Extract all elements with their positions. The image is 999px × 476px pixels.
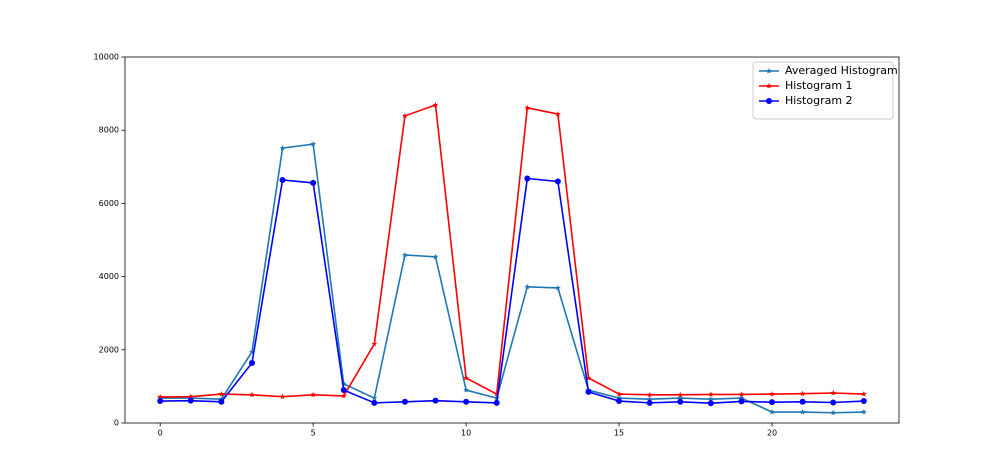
- marker: [738, 391, 745, 397]
- x-tick-label: 15: [614, 429, 624, 438]
- marker: [248, 359, 255, 366]
- marker: [402, 252, 408, 258]
- x-tick-label: 0: [158, 429, 163, 438]
- marker: [799, 409, 806, 415]
- marker: [799, 398, 806, 405]
- marker: [249, 391, 255, 398]
- y-tick-label: 8000: [99, 126, 119, 135]
- marker: [616, 391, 622, 397]
- marker: [646, 391, 653, 398]
- marker: [187, 393, 194, 400]
- marker: [310, 179, 317, 186]
- marker: [279, 176, 286, 183]
- marker: [708, 396, 714, 402]
- marker: [401, 398, 408, 405]
- marker: [646, 399, 653, 406]
- marker: [432, 253, 439, 260]
- y-tick-label: 2000: [99, 345, 119, 354]
- marker: [463, 387, 469, 393]
- marker: [677, 391, 684, 398]
- marker: [432, 101, 439, 108]
- marker: [310, 141, 316, 147]
- y-tick-label: 0: [114, 419, 119, 428]
- marker: [860, 409, 867, 415]
- legend-label: Averaged Histogram: [785, 64, 898, 77]
- marker: [616, 398, 623, 405]
- marker: [157, 394, 164, 400]
- marker: [371, 395, 378, 401]
- marker: [799, 390, 806, 397]
- marker: [340, 392, 347, 399]
- x-tick-label: 10: [461, 429, 471, 438]
- marker: [677, 398, 684, 405]
- y-tick-label: 6000: [99, 199, 119, 208]
- marker: [371, 399, 378, 406]
- series: [157, 175, 867, 407]
- legend: Averaged Histogram Histogram 1 Histogram 2: [752, 61, 898, 120]
- marker: [402, 112, 408, 119]
- legend-label: Histogram 2: [785, 94, 853, 107]
- marker: [555, 284, 561, 291]
- marker: [218, 391, 225, 397]
- marker: [463, 374, 469, 381]
- marker: [493, 399, 500, 406]
- marker: [279, 145, 286, 151]
- marker: [279, 393, 286, 400]
- marker: [769, 391, 775, 397]
- marker: [860, 398, 867, 405]
- x-tick-label: 20: [767, 429, 777, 438]
- marker: [524, 175, 531, 182]
- marker: [585, 388, 592, 395]
- legend-marker: [766, 68, 772, 74]
- y-tick-label: 4000: [99, 272, 119, 281]
- marker: [310, 391, 316, 398]
- marker: [187, 397, 194, 404]
- marker: [738, 398, 745, 405]
- marker: [463, 398, 470, 405]
- marker: [830, 409, 837, 416]
- marker: [218, 398, 225, 405]
- marker: [157, 398, 164, 405]
- legend-box: [752, 61, 894, 120]
- marker: [371, 340, 378, 347]
- marker: [707, 400, 714, 407]
- marker: [524, 283, 531, 290]
- line: [160, 143, 864, 414]
- y-tick-label: 10000: [94, 53, 119, 62]
- marker: [554, 178, 561, 185]
- line: [160, 177, 864, 405]
- marker: [769, 399, 776, 406]
- series: [157, 141, 867, 416]
- line: [160, 103, 864, 398]
- plot-area: [124, 56, 900, 424]
- marker: [860, 391, 867, 397]
- legend-marker: [766, 83, 772, 89]
- marker: [830, 399, 837, 406]
- marker: [555, 111, 561, 117]
- legend-marker: [766, 98, 772, 104]
- marker: [340, 387, 347, 394]
- marker: [830, 389, 837, 396]
- marker: [708, 391, 714, 397]
- marker: [524, 104, 531, 111]
- marker: [432, 397, 439, 404]
- legend-label: Histogram 1: [785, 79, 853, 92]
- x-tick-label: 5: [311, 429, 316, 438]
- marker: [769, 409, 775, 415]
- series: [157, 101, 867, 400]
